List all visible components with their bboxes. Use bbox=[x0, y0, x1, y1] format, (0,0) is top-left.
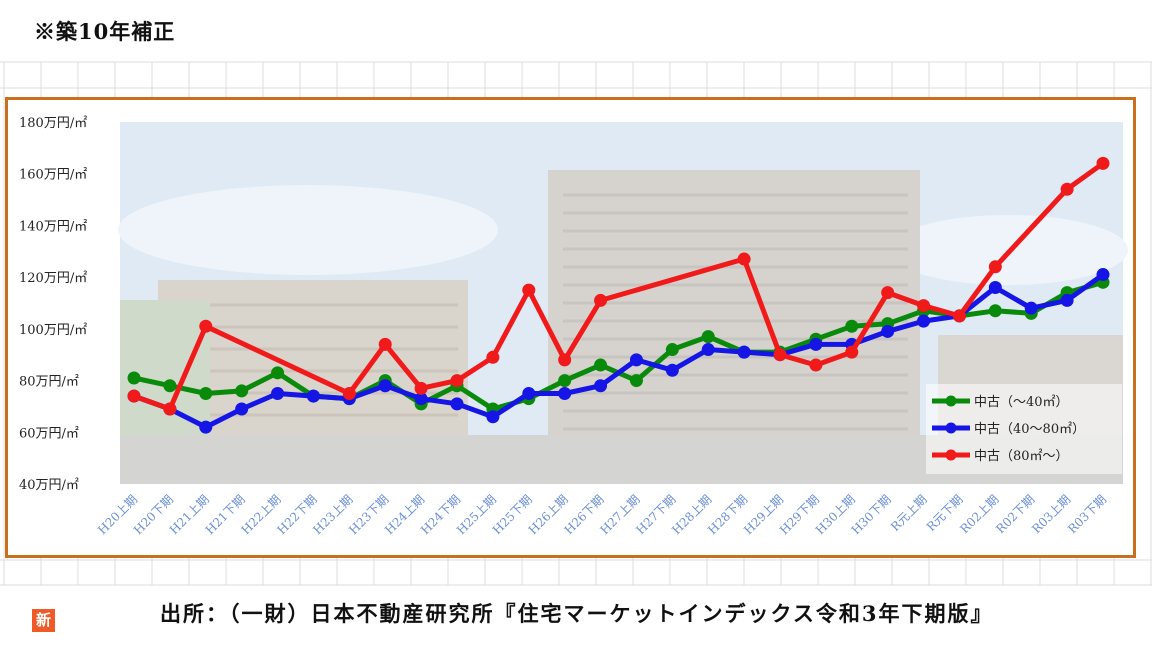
y-tick-label: 160万円/㎡ bbox=[19, 168, 87, 183]
data-point bbox=[558, 374, 572, 388]
data-point bbox=[342, 387, 356, 400]
y-tick-label: 60万円/㎡ bbox=[19, 426, 79, 441]
data-point bbox=[988, 280, 1002, 294]
data-point bbox=[306, 389, 320, 403]
data-point bbox=[952, 309, 966, 323]
data-point bbox=[737, 252, 751, 266]
y-tick-label: 140万円/㎡ bbox=[19, 219, 87, 234]
data-point bbox=[809, 358, 823, 372]
series-3 bbox=[127, 156, 1110, 416]
data-point bbox=[558, 387, 572, 400]
data-point bbox=[988, 260, 1002, 274]
data-point bbox=[199, 387, 213, 400]
data-point bbox=[127, 371, 141, 385]
data-point bbox=[665, 363, 679, 377]
series-2 bbox=[127, 268, 1110, 434]
legend-label: 中古（～40㎡） bbox=[974, 395, 1069, 410]
y-tick-label: 180万円/㎡ bbox=[19, 116, 87, 131]
data-point bbox=[163, 379, 177, 393]
legend-marker bbox=[945, 395, 957, 407]
data-point bbox=[271, 387, 285, 400]
data-point bbox=[809, 337, 823, 351]
data-point bbox=[450, 374, 464, 388]
cloud bbox=[118, 185, 498, 275]
chart-frame: 40万円/㎡ 60万円/㎡ 80万円/㎡ 100万円/㎡ 120万円/㎡ 140万円/㎡ 1… bbox=[5, 97, 1136, 632]
data-point bbox=[378, 337, 392, 351]
source-citation: 出所：（一財）日本不動産研究所『住宅マーケットインデックス令和3年下期版』 bbox=[160, 601, 994, 626]
legend-label: 中古（40～80㎡） bbox=[974, 422, 1085, 437]
note-text: ※築10年補正 bbox=[34, 19, 176, 44]
data-point bbox=[701, 343, 715, 357]
data-point bbox=[1096, 156, 1110, 170]
data-point bbox=[629, 353, 643, 367]
data-point bbox=[127, 389, 141, 403]
y-tick-label: 40万円/㎡ bbox=[19, 478, 79, 493]
data-point bbox=[1060, 293, 1074, 307]
data-point bbox=[917, 314, 931, 328]
legend-marker bbox=[945, 422, 957, 434]
data-point bbox=[1096, 268, 1110, 282]
data-point bbox=[235, 402, 249, 416]
legend: 中古（～40㎡） 中古（40～80㎡） 中古（80㎡～） bbox=[926, 384, 1122, 474]
data-point bbox=[845, 345, 859, 359]
data-point bbox=[594, 379, 608, 393]
x-tick-label: R02上期 bbox=[957, 492, 1001, 536]
x-tick-label: R元上期 bbox=[888, 492, 930, 534]
data-point bbox=[594, 358, 608, 372]
series-line bbox=[133, 272, 1105, 430]
data-point bbox=[558, 353, 572, 367]
data-point bbox=[881, 286, 895, 300]
data-point bbox=[737, 345, 751, 359]
data-point bbox=[199, 420, 213, 434]
data-point bbox=[988, 304, 1002, 318]
data-point bbox=[881, 324, 895, 338]
x-tick-label: H30下期 bbox=[849, 492, 894, 537]
x-tick-label: R02下期 bbox=[993, 492, 1037, 536]
data-point bbox=[845, 319, 859, 333]
data-point bbox=[414, 381, 428, 395]
y-tick-label: 80万円/㎡ bbox=[19, 375, 79, 390]
x-tick-label: R03上期 bbox=[1029, 492, 1073, 536]
data-point bbox=[163, 402, 177, 416]
line-chart: 40万円/㎡ 60万円/㎡ 80万円/㎡ 100万円/㎡ 120万円/㎡ 140万円/㎡ 1… bbox=[19, 116, 1128, 537]
data-point bbox=[917, 299, 931, 313]
data-point bbox=[378, 379, 392, 393]
data-point bbox=[522, 283, 536, 297]
data-point bbox=[594, 293, 608, 307]
data-point bbox=[486, 350, 500, 364]
y-tick-label: 120万円/㎡ bbox=[19, 271, 87, 286]
data-point bbox=[773, 348, 787, 362]
data-point bbox=[701, 330, 715, 344]
y-tick-label: 100万円/㎡ bbox=[19, 323, 87, 338]
data-point bbox=[1060, 182, 1074, 196]
data-point bbox=[199, 319, 213, 333]
data-point bbox=[450, 397, 464, 411]
data-point bbox=[414, 392, 428, 406]
legend-marker bbox=[945, 449, 957, 461]
data-point bbox=[486, 410, 500, 424]
logo-badge: 新 bbox=[32, 609, 55, 632]
data-point bbox=[665, 343, 679, 357]
data-point bbox=[522, 387, 536, 400]
data-point bbox=[629, 374, 643, 388]
data-point bbox=[1024, 301, 1038, 315]
data-point bbox=[271, 366, 285, 380]
x-tick-label: R03下期 bbox=[1065, 492, 1109, 536]
data-point bbox=[235, 384, 249, 398]
legend-label: 中古（80㎡～） bbox=[974, 449, 1069, 464]
